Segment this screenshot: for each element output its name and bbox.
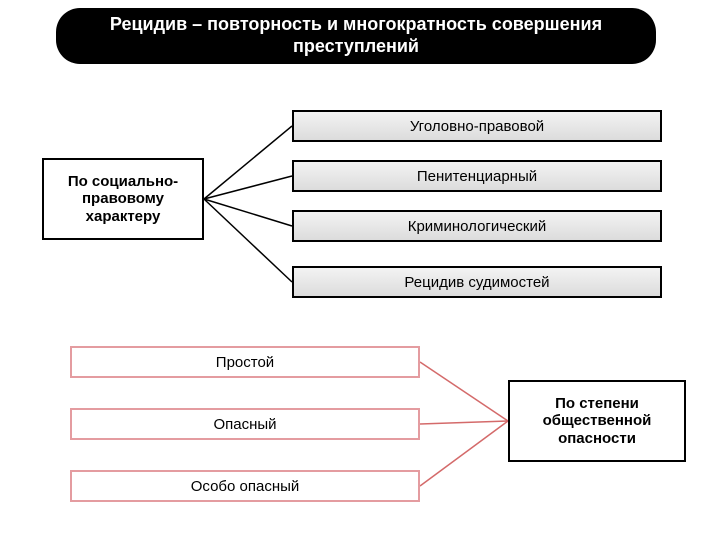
group2-target-1: Опасный — [70, 408, 420, 440]
group1-target-0: Уголовно-правовой — [292, 110, 662, 142]
group1-target-3: Рецидив судимостей — [292, 266, 662, 298]
group1-target-2: Криминологический — [292, 210, 662, 242]
group2-target-0: Простой — [70, 346, 420, 378]
diagram-title: Рецидив – повторность и многократность с… — [56, 8, 656, 64]
group1-target-1: Пенитенциарный — [292, 160, 662, 192]
group2-target-2: Особо опасный — [70, 470, 420, 502]
group1-source-box: По социально-правовому характеру — [42, 158, 204, 240]
group2-source-box: По степени общественной опасности — [508, 380, 686, 462]
